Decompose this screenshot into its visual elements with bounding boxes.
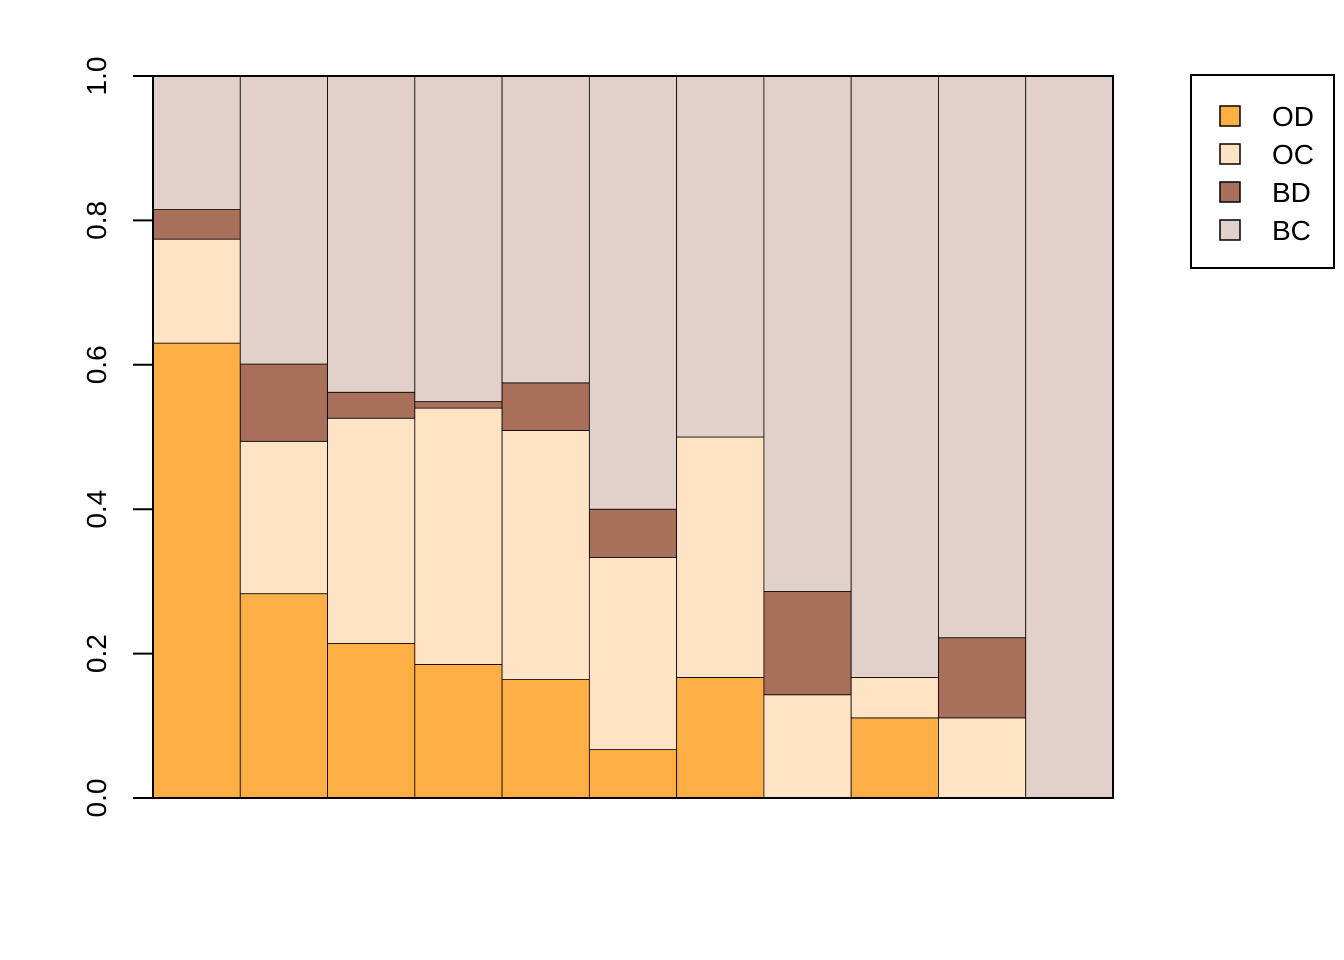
bar-segment-bd-2 bbox=[239, 363, 328, 442]
bar-segment-od-7 bbox=[676, 677, 765, 799]
y-axis: 0.0 0.2 0.4 0.6 0.8 1.0 bbox=[81, 57, 154, 818]
bar-segment-bc-11 bbox=[1025, 75, 1114, 799]
bar-segment-bc-6 bbox=[588, 75, 678, 510]
legend-label-od: OD bbox=[1272, 101, 1314, 132]
bar-segment-od-6 bbox=[588, 749, 678, 799]
y-tick-label: 0.4 bbox=[81, 490, 112, 529]
bar-segment-oc-2 bbox=[239, 440, 328, 595]
legend-box bbox=[1190, 74, 1335, 269]
legend: OD OC BD BC bbox=[1190, 74, 1335, 269]
legend-swatch-bd bbox=[1219, 181, 1241, 203]
bar-segment-bd-8 bbox=[763, 591, 852, 696]
bar-segment-oc-10 bbox=[938, 717, 1027, 799]
y-tick-label: 1.0 bbox=[81, 57, 112, 96]
bar-segment-bc-8 bbox=[763, 75, 852, 592]
bar-segment-bc-1 bbox=[152, 75, 241, 210]
bar-segment-od-4 bbox=[414, 664, 503, 799]
y-tick-label: 0.8 bbox=[81, 201, 112, 240]
bar-segment-od-9 bbox=[850, 717, 939, 799]
bar-segment-bc-7 bbox=[676, 75, 765, 438]
bar-segment-bd-6 bbox=[588, 508, 678, 558]
bar-segment-bd-10 bbox=[938, 637, 1027, 719]
plot-frame bbox=[152, 75, 1114, 799]
bar-segment-bd-4 bbox=[414, 401, 503, 409]
bar-segment-bc-3 bbox=[327, 75, 416, 393]
legend-swatch-od bbox=[1219, 105, 1241, 127]
bar-segment-oc-3 bbox=[327, 417, 416, 644]
bars-group bbox=[152, 75, 1114, 799]
bar-segment-bc-2 bbox=[239, 75, 328, 365]
bar-segment-bc-9 bbox=[850, 75, 939, 678]
bar-segment-od-1 bbox=[152, 342, 241, 799]
y-tick-label: 0.0 bbox=[81, 779, 112, 818]
bar-segment-oc-5 bbox=[501, 430, 590, 680]
bar-segment-bc-5 bbox=[501, 75, 590, 384]
bar-segment-od-5 bbox=[501, 679, 590, 799]
bar-segment-od-3 bbox=[327, 643, 416, 799]
y-tick-label: 0.6 bbox=[81, 345, 112, 384]
bar-segment-bd-1 bbox=[152, 209, 241, 240]
legend-label-bd: BD bbox=[1272, 177, 1311, 208]
bar-segment-oc-7 bbox=[676, 436, 765, 678]
bar-segment-bc-4 bbox=[414, 75, 503, 403]
bar-segment-oc-4 bbox=[414, 407, 503, 665]
legend-label-oc: OC bbox=[1272, 139, 1314, 170]
legend-label-bc: BC bbox=[1272, 215, 1311, 246]
legend-swatch-oc bbox=[1219, 143, 1241, 165]
bar-segment-oc-9 bbox=[850, 677, 939, 719]
bar-segment-oc-8 bbox=[763, 694, 852, 799]
bar-segment-oc-1 bbox=[152, 238, 241, 344]
bar-segment-bd-3 bbox=[327, 391, 416, 419]
bar-segment-bc-10 bbox=[938, 75, 1027, 639]
bar-segment-bd-5 bbox=[501, 382, 590, 431]
bar-segment-oc-6 bbox=[588, 557, 678, 751]
bar-segment-od-2 bbox=[239, 593, 328, 799]
legend-swatch-bc bbox=[1219, 219, 1241, 241]
y-tick-label: 0.2 bbox=[81, 634, 112, 673]
